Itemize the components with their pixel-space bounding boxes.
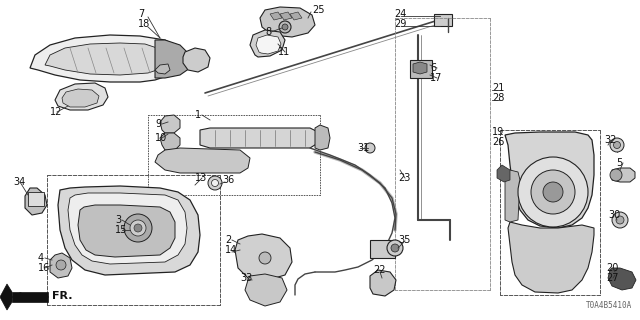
- Text: 31: 31: [357, 143, 369, 153]
- Polygon shape: [413, 62, 427, 74]
- Text: 27: 27: [606, 273, 618, 283]
- Circle shape: [282, 24, 288, 30]
- Circle shape: [365, 143, 375, 153]
- Text: 28: 28: [492, 93, 504, 103]
- Bar: [434, 14, 452, 26]
- Text: 12: 12: [50, 107, 62, 117]
- Text: 14: 14: [225, 245, 237, 255]
- Text: 22: 22: [373, 265, 385, 275]
- Text: 23: 23: [398, 173, 410, 183]
- Polygon shape: [235, 234, 292, 280]
- Circle shape: [124, 214, 152, 242]
- Circle shape: [259, 252, 271, 264]
- Text: 16: 16: [38, 263, 51, 273]
- Polygon shape: [155, 64, 170, 74]
- Polygon shape: [155, 148, 250, 173]
- Circle shape: [208, 176, 222, 190]
- Text: 26: 26: [492, 137, 504, 147]
- Polygon shape: [160, 115, 180, 133]
- Text: 11: 11: [278, 47, 291, 57]
- Text: 10: 10: [155, 133, 167, 143]
- Text: 33: 33: [240, 273, 252, 283]
- Text: T0A4B5410A: T0A4B5410A: [586, 301, 632, 310]
- Text: 25: 25: [312, 5, 324, 15]
- Polygon shape: [12, 292, 48, 302]
- Text: 4: 4: [38, 253, 44, 263]
- Text: 30: 30: [608, 210, 620, 220]
- Text: 1: 1: [195, 110, 201, 120]
- Polygon shape: [68, 193, 187, 264]
- Text: 17: 17: [430, 73, 442, 83]
- Circle shape: [130, 220, 146, 236]
- Polygon shape: [608, 268, 636, 290]
- Polygon shape: [256, 35, 281, 54]
- Text: 21: 21: [492, 83, 504, 93]
- Circle shape: [279, 21, 291, 33]
- Circle shape: [612, 212, 628, 228]
- Text: 5: 5: [616, 158, 622, 168]
- Polygon shape: [290, 12, 302, 20]
- Polygon shape: [508, 222, 594, 293]
- Circle shape: [211, 180, 218, 187]
- Circle shape: [610, 138, 624, 152]
- Polygon shape: [497, 165, 510, 182]
- Circle shape: [518, 157, 588, 227]
- Polygon shape: [315, 125, 330, 150]
- Polygon shape: [245, 274, 287, 306]
- Polygon shape: [280, 12, 292, 20]
- Bar: [410, 60, 432, 78]
- Polygon shape: [30, 35, 185, 82]
- Text: 32: 32: [604, 135, 616, 145]
- Polygon shape: [78, 205, 175, 257]
- Bar: [370, 240, 395, 258]
- Text: 24: 24: [394, 9, 406, 19]
- Text: 29: 29: [394, 19, 406, 29]
- Circle shape: [56, 260, 66, 270]
- Polygon shape: [58, 186, 200, 275]
- Polygon shape: [200, 128, 318, 148]
- Text: 34: 34: [13, 177, 25, 187]
- Text: 19: 19: [492, 127, 504, 137]
- Polygon shape: [50, 253, 72, 278]
- Polygon shape: [155, 40, 190, 78]
- Text: 13: 13: [195, 173, 207, 183]
- Polygon shape: [505, 132, 594, 228]
- Text: 7: 7: [138, 9, 144, 19]
- Polygon shape: [250, 30, 285, 57]
- Text: 35: 35: [398, 235, 410, 245]
- Polygon shape: [160, 133, 180, 150]
- Polygon shape: [55, 83, 108, 110]
- Text: 20: 20: [606, 263, 618, 273]
- Polygon shape: [0, 284, 12, 310]
- Polygon shape: [183, 48, 210, 72]
- Circle shape: [134, 224, 142, 232]
- Text: FR.: FR.: [52, 291, 72, 301]
- Text: 18: 18: [138, 19, 150, 29]
- Polygon shape: [260, 7, 315, 37]
- Polygon shape: [505, 170, 520, 222]
- Bar: [28, 192, 44, 206]
- Text: 9: 9: [155, 119, 161, 129]
- Circle shape: [531, 170, 575, 214]
- Circle shape: [616, 216, 624, 224]
- Text: 2: 2: [225, 235, 231, 245]
- Polygon shape: [270, 12, 282, 20]
- Polygon shape: [62, 89, 99, 107]
- Circle shape: [543, 182, 563, 202]
- Text: 15: 15: [115, 225, 127, 235]
- Text: 6: 6: [430, 63, 436, 73]
- Text: 3: 3: [115, 215, 121, 225]
- Polygon shape: [25, 188, 47, 215]
- Circle shape: [387, 240, 403, 256]
- Polygon shape: [612, 168, 635, 182]
- Polygon shape: [370, 270, 396, 296]
- Circle shape: [610, 169, 622, 181]
- Text: 36: 36: [222, 175, 234, 185]
- Polygon shape: [45, 43, 168, 75]
- Text: 8: 8: [265, 27, 271, 37]
- Circle shape: [614, 141, 621, 148]
- Circle shape: [391, 244, 399, 252]
